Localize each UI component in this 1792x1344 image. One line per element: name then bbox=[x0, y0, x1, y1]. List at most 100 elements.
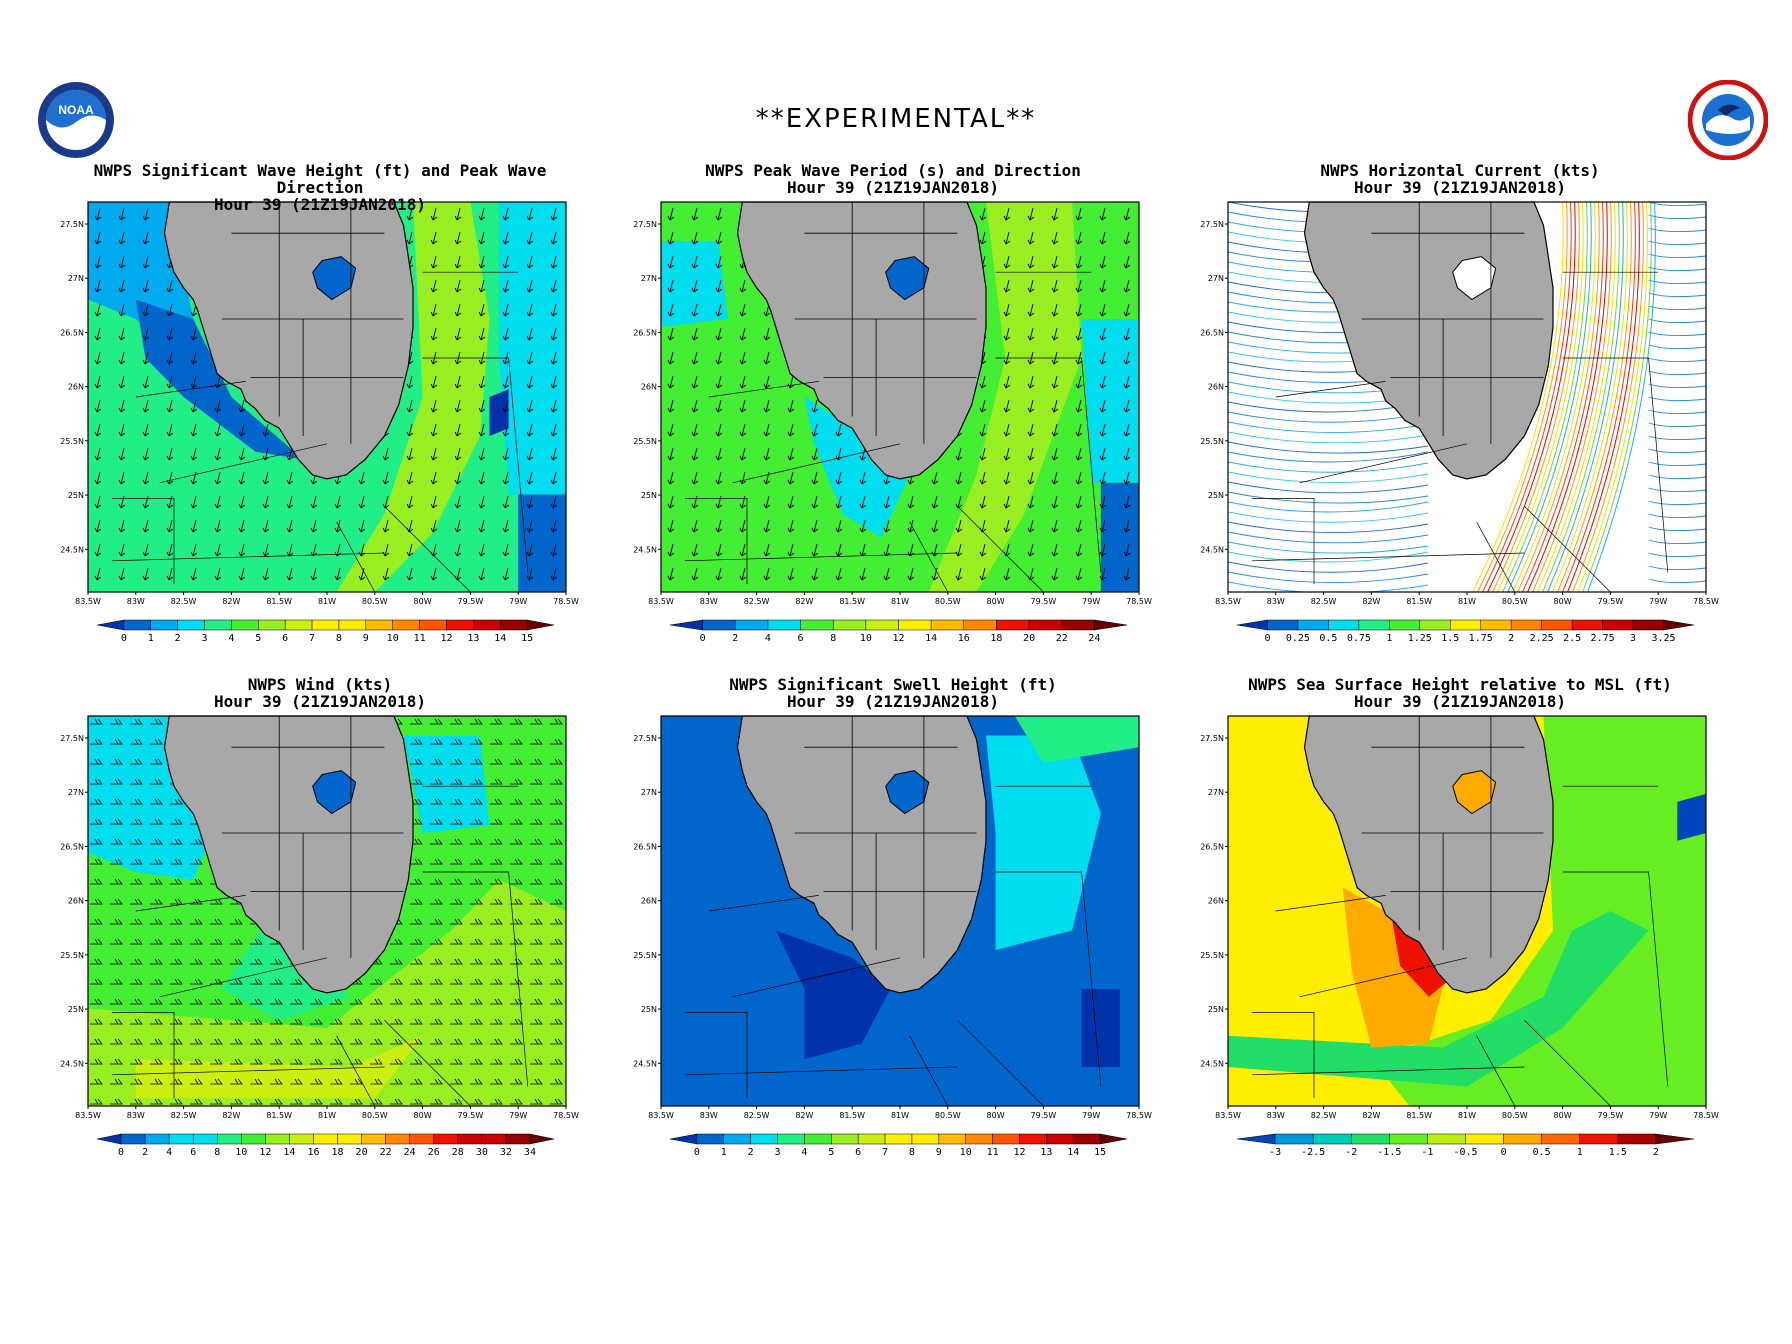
colorbar-swatch bbox=[1503, 1133, 1542, 1145]
colorbar-swatch bbox=[965, 1133, 993, 1145]
direction-arrow bbox=[955, 543, 963, 557]
wind-barb bbox=[190, 1098, 203, 1105]
direction-arrow bbox=[454, 423, 462, 437]
y-tick-label: 26.5N bbox=[1200, 328, 1224, 337]
x-tick-label: 78.5W bbox=[1693, 597, 1719, 606]
direction-arrow bbox=[979, 375, 987, 389]
direction-arrow bbox=[979, 231, 987, 245]
wind-barb bbox=[370, 1078, 383, 1085]
marine-zone-lines bbox=[1251, 271, 1669, 593]
direction-arrow bbox=[334, 567, 342, 581]
gulf-stream-streamline bbox=[1542, 202, 1620, 592]
county-lines bbox=[1361, 716, 1544, 958]
wind-barb bbox=[430, 758, 443, 765]
direction-arrow bbox=[979, 399, 987, 413]
direction-arrow bbox=[1003, 447, 1011, 461]
direction-arrow bbox=[430, 471, 438, 485]
colorbar-label: 15 bbox=[521, 633, 533, 644]
wind-barb bbox=[530, 738, 543, 745]
direction-arrow bbox=[478, 375, 486, 389]
wind-barb bbox=[510, 818, 523, 825]
wind-barb bbox=[430, 718, 443, 725]
current-streamline bbox=[1228, 421, 1429, 433]
x-tick-label: 82.5W bbox=[171, 1111, 197, 1120]
colorbar-swatch bbox=[313, 1133, 338, 1145]
direction-arrow bbox=[1075, 519, 1083, 533]
direction-arrow bbox=[1099, 423, 1107, 437]
map-panel: 83.5W 83W 82.5W 82W 81.5W 81W 80.5W 80W 79.5W 79W… bbox=[60, 676, 580, 1176]
wind-barb bbox=[170, 898, 183, 905]
x-tick-label: 80.5W bbox=[1502, 597, 1528, 606]
colorbar-swatch bbox=[419, 619, 447, 631]
wind-barb bbox=[190, 878, 203, 885]
wind-barb bbox=[370, 1038, 383, 1045]
wind-barb bbox=[550, 738, 563, 745]
direction-arrow bbox=[739, 543, 747, 557]
direction-arrow bbox=[1003, 471, 1011, 485]
direction-arrow bbox=[166, 519, 174, 533]
wind-barb bbox=[130, 838, 143, 845]
direction-arrow bbox=[526, 447, 534, 461]
wind-barb bbox=[230, 1058, 243, 1065]
wind-barb bbox=[450, 958, 463, 965]
wind-barb bbox=[550, 758, 563, 765]
wind-barb bbox=[170, 978, 183, 985]
colorbar-swatch bbox=[1541, 619, 1573, 631]
x-tick-label: 83.5W bbox=[648, 597, 674, 606]
direction-arrow bbox=[1099, 519, 1107, 533]
colorbar-swatch bbox=[1312, 1133, 1352, 1145]
colorbar-swatch bbox=[311, 619, 340, 631]
direction-arrow bbox=[118, 279, 126, 293]
panel-title-line1: NWPS Wind (kts) bbox=[247, 675, 393, 694]
direction-arrow bbox=[1027, 255, 1035, 269]
direction-arrow bbox=[691, 423, 699, 437]
direction-arrow bbox=[811, 543, 819, 557]
colorbar-swatch bbox=[96, 1133, 122, 1145]
direction-arrow bbox=[286, 447, 294, 461]
direction-arrow bbox=[883, 567, 891, 581]
y-tick-label: 27.5N bbox=[60, 220, 84, 229]
direction-arrow bbox=[94, 399, 102, 413]
direction-arrow bbox=[811, 495, 819, 509]
direction-arrow bbox=[454, 543, 462, 557]
wind-barb bbox=[550, 818, 563, 825]
direction-arrow bbox=[691, 399, 699, 413]
wind-barb bbox=[490, 778, 503, 785]
colorbar-label: 6 bbox=[282, 633, 288, 644]
direction-arrow bbox=[715, 567, 723, 581]
direction-arrow bbox=[1123, 207, 1131, 221]
direction-arrow bbox=[667, 207, 675, 221]
direction-arrow bbox=[1075, 471, 1083, 485]
county-lines bbox=[221, 716, 404, 958]
direction-arrow bbox=[763, 495, 771, 509]
direction-arrow bbox=[550, 447, 558, 461]
colorbar-label: 16 bbox=[307, 1147, 319, 1158]
colorbar-swatch bbox=[865, 619, 899, 631]
direction-arrow bbox=[454, 255, 462, 269]
colorbar-swatch bbox=[120, 1133, 146, 1145]
panel-title-line1: NWPS Horizontal Current (kts) bbox=[1320, 161, 1600, 180]
wind-barb bbox=[530, 878, 543, 885]
direction-arrow bbox=[835, 471, 843, 485]
colorbar-label: 8 bbox=[830, 633, 836, 644]
map-svg: 83.5W 83W 82.5W 82W 81.5W 81W 80.5W 80W 79.5W 79W… bbox=[633, 201, 1152, 644]
direction-arrow bbox=[262, 423, 270, 437]
x-tick-label: 82W bbox=[795, 597, 813, 606]
wind-barb bbox=[450, 1018, 463, 1025]
direction-arrow bbox=[550, 375, 558, 389]
direction-arrow bbox=[1099, 375, 1107, 389]
colorbar-label: 30 bbox=[476, 1147, 488, 1158]
direction-arrow bbox=[1075, 543, 1083, 557]
direction-arrow bbox=[667, 231, 675, 245]
direction-arrow bbox=[118, 519, 126, 533]
wind-barb bbox=[410, 858, 423, 865]
direction-arrow bbox=[1051, 495, 1059, 509]
wind-barb bbox=[110, 1018, 123, 1025]
gulf-stream-streamline bbox=[1477, 202, 1568, 592]
colorbar-label: 4 bbox=[228, 633, 234, 644]
y-tick-label: 24.5N bbox=[1200, 545, 1224, 554]
wind-barb bbox=[110, 998, 123, 1005]
x-tick-label: 79.5W bbox=[1598, 597, 1624, 606]
wind-barb bbox=[130, 978, 143, 985]
wind-barb bbox=[110, 858, 123, 865]
